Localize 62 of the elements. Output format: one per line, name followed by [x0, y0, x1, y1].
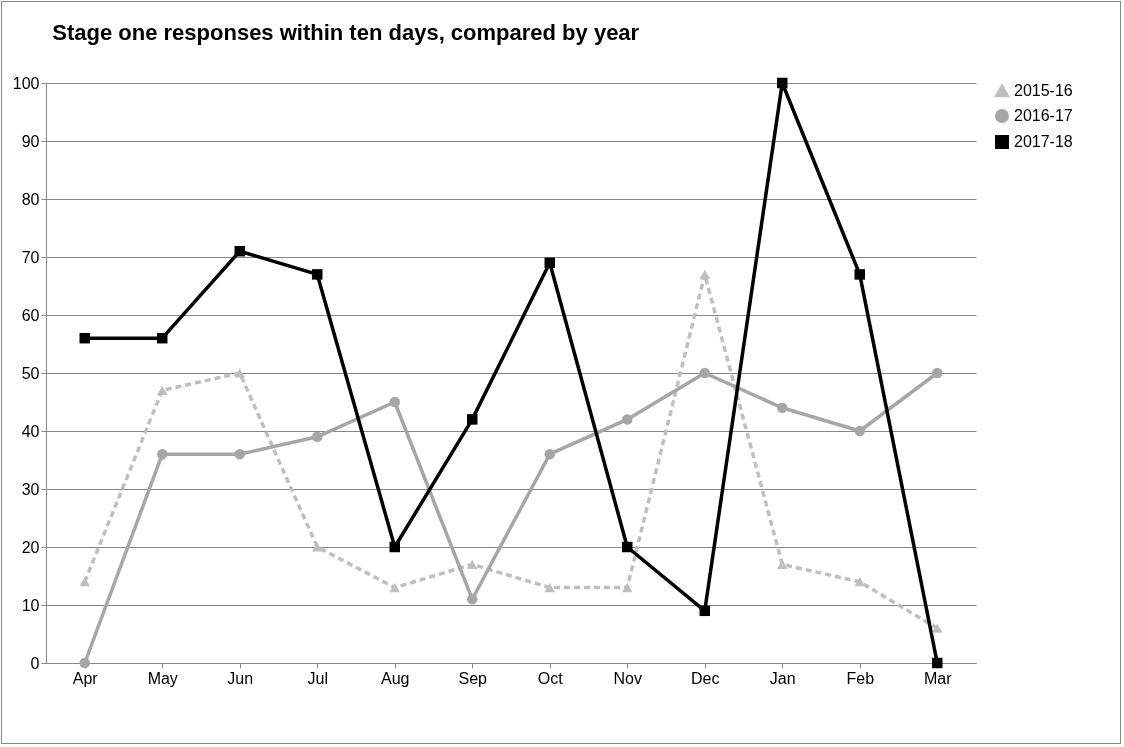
- legend-label: 2016-17: [1014, 107, 1073, 124]
- point: [157, 385, 168, 395]
- point: [79, 577, 90, 587]
- point: [544, 257, 555, 269]
- point: [312, 431, 323, 443]
- point: [622, 541, 633, 553]
- point: [777, 402, 788, 414]
- point: [157, 448, 168, 460]
- point: [234, 368, 245, 378]
- point: [622, 583, 633, 593]
- y-tick-label: 30: [21, 480, 40, 498]
- x-tick-label: Feb: [846, 669, 875, 687]
- x-tick-label: Apr: [72, 669, 99, 687]
- point: [157, 332, 168, 344]
- point: [777, 77, 788, 89]
- y-tick-label: 90: [21, 132, 40, 150]
- point: [467, 559, 478, 569]
- x-tick-label: May: [147, 669, 178, 687]
- x-tick-label: Aug: [381, 669, 410, 687]
- point: [699, 367, 710, 379]
- x-tick-label: Dec: [691, 669, 720, 687]
- x-tick-label: Jun: [227, 669, 254, 687]
- point: [544, 448, 555, 460]
- y-tick-label: 60: [21, 306, 40, 324]
- point: [389, 583, 400, 593]
- point: [854, 269, 865, 280]
- y-tick-label: 10: [21, 596, 40, 614]
- y-tick-label: 80: [21, 190, 40, 208]
- point: [544, 583, 555, 593]
- point: [312, 269, 323, 280]
- x-tick-label: Jan: [769, 669, 796, 687]
- point: [854, 577, 865, 587]
- x-tick-label: Oct: [537, 669, 564, 687]
- y-tick-label: 70: [21, 248, 40, 266]
- point: [79, 332, 90, 344]
- point: [312, 542, 323, 552]
- x-tick-label: Mar: [923, 669, 953, 687]
- point: [389, 396, 400, 408]
- y-tick-label: 40: [21, 422, 40, 440]
- x-tick-label: Sep: [458, 669, 488, 687]
- point: [467, 593, 478, 605]
- point: [932, 367, 943, 379]
- y-tick-label: 0: [30, 654, 40, 672]
- y-tick-label: 50: [21, 364, 40, 382]
- point: [699, 605, 710, 617]
- legend-label: 2017-18: [1014, 133, 1073, 150]
- x-tick-label: Nov: [613, 669, 642, 687]
- point: [932, 623, 943, 633]
- point: [854, 425, 865, 437]
- y-tick-label: 100: [12, 74, 40, 92]
- point: [622, 414, 633, 425]
- chart-title: Stage one responses within ten days, compared by year: [52, 20, 640, 45]
- point: [389, 541, 400, 553]
- point: [234, 448, 245, 460]
- x-tick-label: Jul: [307, 669, 328, 687]
- point: [467, 414, 478, 425]
- point: [932, 657, 943, 669]
- point: [79, 657, 90, 669]
- y-tick-label: 20: [21, 538, 40, 556]
- legend-label: 2015-16: [1014, 82, 1073, 99]
- point: [234, 245, 245, 257]
- point: [699, 269, 710, 279]
